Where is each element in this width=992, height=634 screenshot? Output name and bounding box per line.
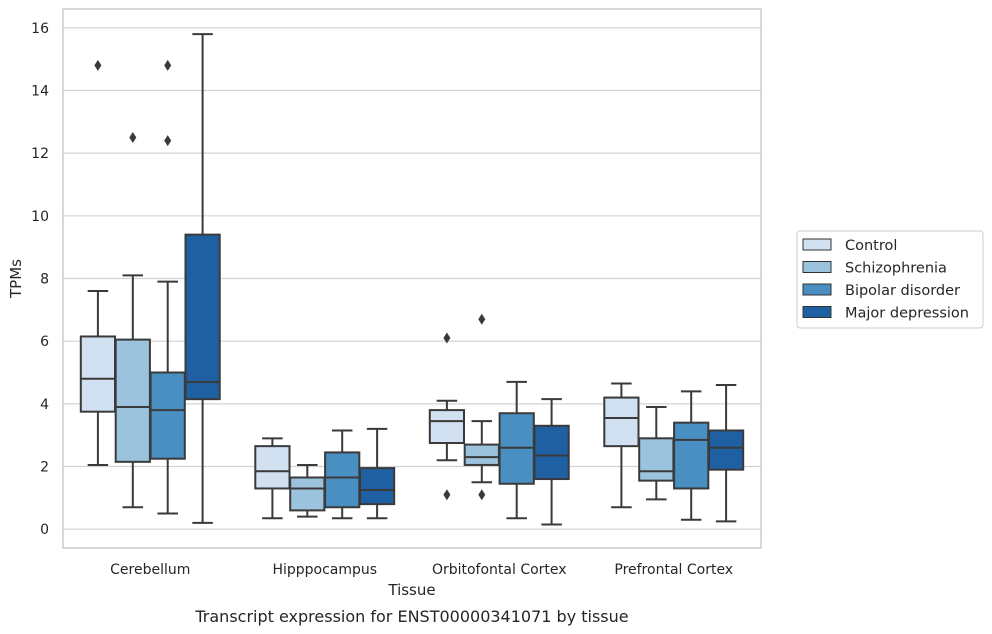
box-group — [707, 384, 745, 523]
chart-caption: Transcript expression for ENST0000034107… — [194, 607, 628, 626]
iqr-box — [673, 421, 710, 490]
iqr-box — [254, 445, 291, 490]
x-tick-label: Prefrontal Cortex — [614, 562, 733, 578]
outlier-point — [478, 313, 486, 325]
outlier-point — [443, 332, 451, 344]
iqr-box — [533, 424, 570, 481]
legend: Control Schizophrenia Bipolar disorder Majo… — [796, 230, 984, 329]
legend-swatch — [802, 283, 832, 296]
box-group — [533, 398, 570, 526]
outlier-point — [478, 489, 486, 501]
iqr-box — [324, 451, 361, 509]
outlier-point — [443, 489, 451, 501]
y-tick-label: 14 — [31, 83, 49, 99]
box-group — [114, 131, 151, 509]
outlier-point — [164, 135, 172, 147]
y-tick-label: 6 — [40, 334, 49, 350]
legend-label: Major depression — [845, 306, 969, 322]
y-tick-label: 8 — [40, 272, 49, 288]
iqr-box — [114, 338, 151, 463]
x-tick-label: Cerebellum — [110, 562, 190, 578]
box-group — [498, 380, 535, 520]
box-group — [358, 427, 396, 520]
iqr-box — [184, 233, 221, 401]
y-tick-labels: 0 2 4 6 8 10 12 14 16 — [31, 21, 49, 538]
legend-swatch — [802, 261, 832, 273]
x-axis-title: Tissue — [387, 581, 435, 599]
iqr-box — [289, 476, 326, 512]
legend-label: Bipolar disorder — [845, 283, 960, 299]
legend-label: Control — [845, 238, 897, 254]
y-axis-title: TPMs — [7, 259, 25, 299]
y-tick-label: 2 — [40, 460, 49, 476]
box-group — [673, 390, 710, 521]
x-tick-label: Hipppocampus — [272, 562, 377, 578]
box-group — [184, 33, 221, 524]
x-tick-labels: Cerebellum Hipppocampus Orbitofontal Corte… — [110, 562, 733, 578]
iqr-box — [149, 371, 186, 460]
box-group — [149, 59, 186, 515]
outlier-point — [94, 59, 102, 71]
iqr-box — [638, 437, 675, 482]
iqr-box — [358, 467, 396, 506]
iqr-box — [79, 335, 117, 413]
outlier-point — [164, 59, 172, 71]
box-group — [324, 429, 361, 520]
legend-swatch — [802, 238, 832, 251]
iqr-box — [707, 429, 745, 471]
plot-frame — [62, 8, 762, 549]
y-tick-label: 16 — [31, 21, 49, 37]
box-layer — [79, 33, 745, 526]
y-tick-label: 4 — [40, 397, 49, 413]
box-group — [254, 437, 291, 520]
outlier-point — [129, 131, 137, 143]
legend-frame — [796, 230, 984, 329]
y-tick-label: 0 — [40, 522, 49, 538]
box-group — [428, 332, 466, 501]
iqr-box — [428, 409, 466, 445]
iqr-box — [603, 396, 640, 448]
box-group — [603, 382, 640, 509]
box-group — [638, 405, 675, 501]
box-group — [79, 59, 117, 466]
y-tick-label: 10 — [31, 209, 49, 225]
x-tick-label: Orbitofontal Cortex — [432, 562, 567, 578]
box-group — [289, 463, 326, 518]
legend-swatch — [802, 306, 832, 318]
y-tick-label: 12 — [31, 146, 49, 162]
legend-label: Schizophrenia — [845, 261, 947, 277]
iqr-box — [463, 443, 500, 466]
